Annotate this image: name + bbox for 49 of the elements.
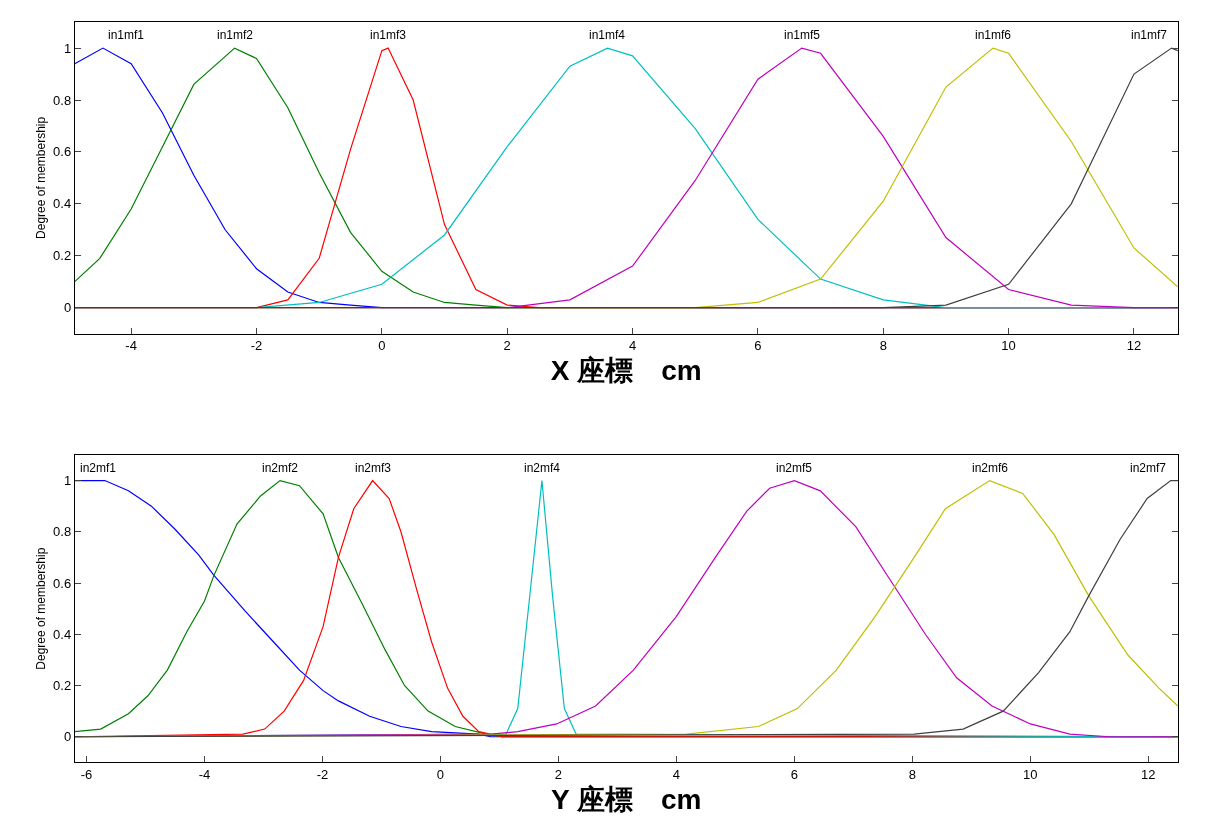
x-tick-label: 4 — [672, 766, 681, 782]
series-label: in2mf3 — [355, 461, 392, 475]
x-tick-label: -6 — [80, 766, 93, 782]
y-axis-title: Degree of membership — [34, 547, 49, 670]
series-label: in1mf2 — [217, 28, 254, 42]
x-tick-label: 6 — [790, 766, 799, 782]
series-label: in1mf6 — [975, 28, 1012, 42]
y-tick-label: 0.8 — [53, 524, 72, 540]
x-tick-label: 8 — [879, 338, 887, 354]
x-tick-label: 2 — [554, 766, 563, 782]
x-tick-label: 4 — [628, 338, 637, 354]
y-tick-label: 0 — [63, 300, 72, 316]
x-tick-label: -4 — [125, 338, 137, 354]
x-axis-title: X 座標 cm — [550, 355, 702, 387]
y-axis-title: Degree of membership — [34, 116, 49, 239]
x-tick-label: -2 — [316, 766, 329, 782]
x-tick-label: 2 — [503, 338, 511, 354]
series-label: in1mf7 — [1131, 28, 1168, 42]
x-axis-title: Y 座標 cm — [551, 784, 702, 816]
y-tick-label: 0.6 — [53, 575, 72, 591]
series-label: in2mf1 — [80, 461, 117, 475]
series-label: in1mf3 — [370, 28, 407, 42]
y-tick-label: 0.8 — [53, 92, 72, 108]
y-tick-label: 0 — [63, 729, 72, 745]
series-label: in1mf1 — [108, 28, 145, 42]
series-label: in2mf4 — [524, 461, 561, 475]
y-tick-label: 0.4 — [53, 196, 72, 212]
series-label: in1mf5 — [784, 28, 821, 42]
series-label: in1mf4 — [589, 28, 626, 42]
y-tick-label: 0.6 — [53, 144, 72, 160]
y-tick-label: 1 — [63, 40, 72, 56]
x-tick-label: 0 — [378, 338, 386, 354]
x-tick-label: 12 — [1141, 766, 1156, 782]
x-tick-label: 6 — [754, 338, 762, 354]
y-tick-label: 0.2 — [53, 678, 72, 694]
y-tick-label: 0.2 — [53, 248, 72, 264]
x-tick-label: 0 — [436, 766, 445, 782]
y-tick-label: 0.4 — [53, 626, 72, 642]
y-tick-label: 1 — [63, 473, 72, 489]
x-tick-label: 8 — [908, 766, 916, 782]
series-label: in2mf5 — [776, 461, 813, 475]
x-tick-label: 10 — [1023, 766, 1038, 782]
series-label: in2mf2 — [262, 461, 299, 475]
x-tick-label: 10 — [1001, 338, 1016, 354]
series-label: in2mf6 — [972, 461, 1009, 475]
x-tick-label: -4 — [198, 766, 211, 782]
series-label: in2mf7 — [1130, 461, 1167, 475]
x-tick-label: -2 — [250, 338, 263, 354]
x-tick-label: 12 — [1126, 338, 1142, 354]
